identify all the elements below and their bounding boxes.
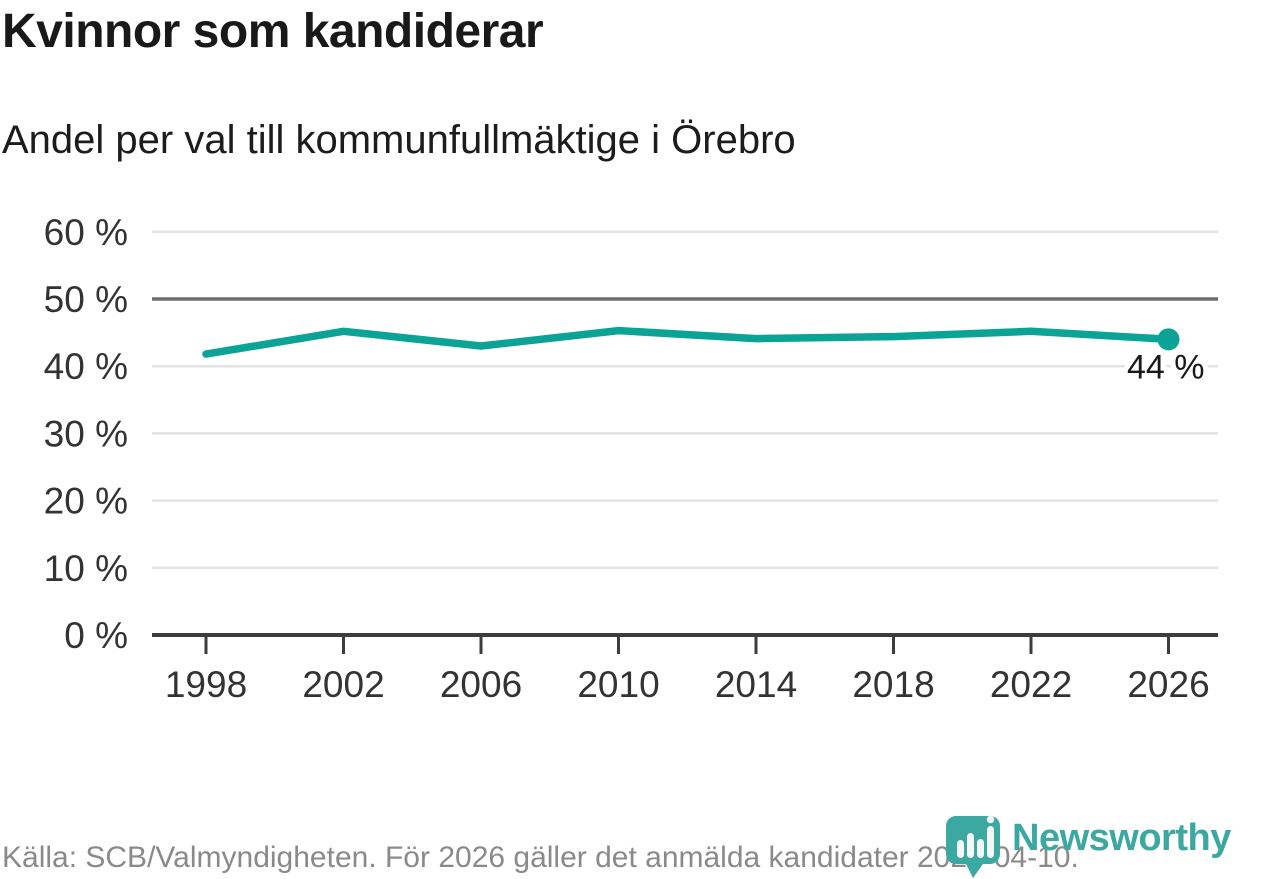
x-tick-label-2014: 2014 — [715, 664, 797, 705]
x-tick-label-2006: 2006 — [440, 664, 522, 705]
y-tick-label-30: 30 % — [44, 413, 128, 454]
x-tick-label-2022: 2022 — [990, 664, 1072, 705]
newsworthy-logo[interactable]: Newsworthy — [946, 810, 1262, 879]
chart-subtitle: Andel per val till kommunfullmäktige i Ö… — [2, 118, 796, 162]
x-tick-label-2010: 2010 — [577, 664, 659, 705]
bar-glyphs — [957, 815, 995, 858]
y-tick-label-60: 60 % — [44, 212, 128, 253]
end-value-label: 44 % — [1127, 348, 1205, 386]
newsworthy-wordmark[interactable]: Newsworthy — [1012, 816, 1231, 859]
source-note: Källa: SCB/Valmyndigheten. För 2026 gäll… — [2, 841, 1079, 874]
y-tick-label-20: 20 % — [44, 481, 128, 522]
y-tick-label-50: 50 % — [44, 279, 128, 320]
x-tick-label-2018: 2018 — [852, 664, 934, 705]
y-tick-label-0: 0 % — [64, 615, 128, 656]
x-tick-label-2026: 2026 — [1127, 664, 1209, 705]
last-point-marker — [1157, 328, 1180, 351]
x-tick-label-1998: 1998 — [165, 664, 247, 705]
y-tick-label-10: 10 % — [44, 548, 128, 589]
data-line-series — [202, 326, 1173, 358]
x-tick-label-2002: 2002 — [302, 664, 384, 705]
newsworthy-pin-barchart-icon — [946, 815, 1000, 878]
chart-title: Kvinnor som kandiderar — [2, 5, 544, 58]
y-tick-label-40: 40 % — [44, 346, 128, 387]
